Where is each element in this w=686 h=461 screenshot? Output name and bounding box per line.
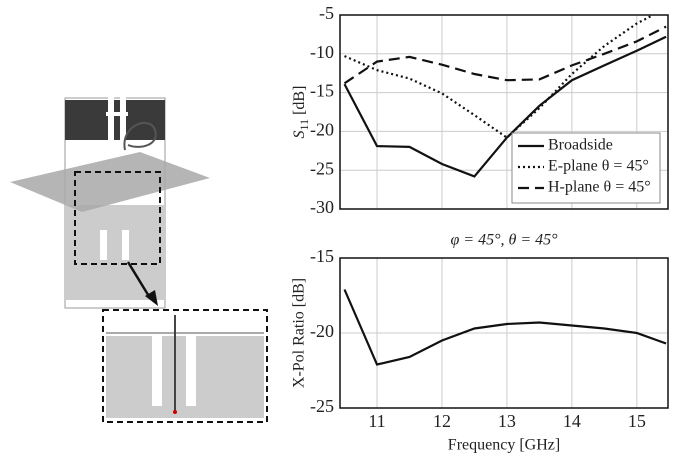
patch [65,100,165,140]
y-tick-label: -20 [310,120,334,140]
y-tick-label: -30 [310,197,334,217]
legend-label: E-plane θ = 45° [548,158,649,175]
y-label-symbol: S [291,130,308,138]
y-label-unit: [dB] [291,86,308,115]
y-axis-label: S11 [dB] [291,86,311,139]
chart-subtitle: φ = 45°, θ = 45° [450,232,558,249]
x-tick-label: 14 [563,411,581,431]
y-tick-label: -10 [310,42,334,62]
x-tick-label: 13 [498,411,516,431]
legend-label: H-plane θ = 45° [548,179,651,196]
series-line [345,15,654,138]
x-tick-label: 12 [433,411,451,431]
legend-label: Broadside [548,137,613,154]
y-axis-label: X-Pol Ratio [dB] [291,278,308,388]
slot [186,336,196,406]
inset-ground [106,336,264,418]
y-tick-label: -25 [310,396,334,416]
y-tick-label: -25 [310,158,334,178]
x-axis-label: Frequency [GHz] [448,437,560,454]
ground-lower [65,205,165,300]
probe-tip [173,410,177,414]
x-tick-label: 11 [368,411,385,431]
slot [106,112,128,116]
figure: -30-25-20-15-10-5S11[dB]BroadsideE-plane… [0,0,686,461]
x-tick-label: 15 [628,411,646,431]
series-line [345,290,667,365]
antenna-illustration [10,90,267,422]
slot [122,230,129,260]
y-tick-label: -15 [310,81,334,101]
y-tick-label: -15 [310,246,334,266]
y-label-subscript: 11 [297,119,311,131]
y-tick-label: -5 [319,3,334,23]
y-tick-label: -20 [310,321,334,341]
ground-plane [10,152,210,212]
slot [100,230,107,260]
slot [152,336,162,406]
